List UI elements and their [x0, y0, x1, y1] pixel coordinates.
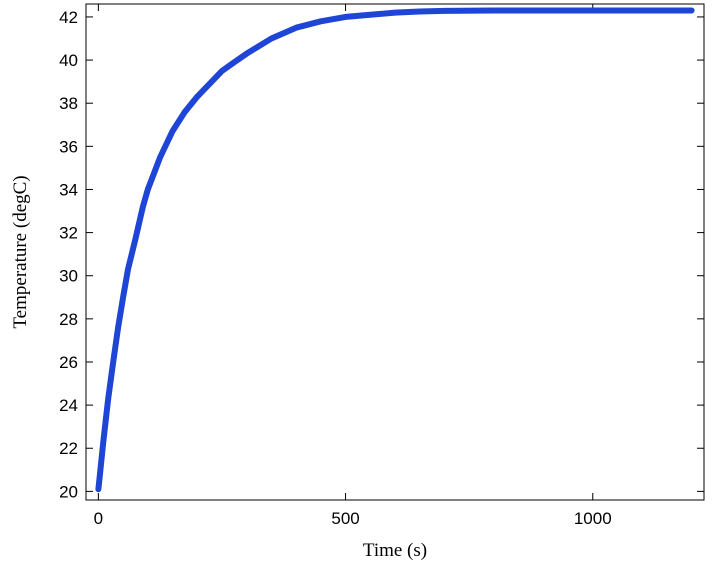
- y-tick-label: 22: [59, 439, 78, 458]
- tick-group: 0 500 1000 20 22 24 26 28 30 32 34 36 38 40 42: [59, 4, 704, 528]
- y-tick-label: 38: [59, 94, 78, 113]
- y-axis-label: Temperature (degC): [10, 175, 31, 328]
- series-line: [95, 7, 695, 493]
- y-tick-label: 42: [59, 8, 78, 27]
- x-tick-label: 500: [331, 509, 359, 528]
- y-tick-label: 26: [59, 353, 78, 372]
- y-tick-label: 36: [59, 137, 78, 156]
- y-tick-label: 28: [59, 310, 78, 329]
- x-axis-label: Time (s): [363, 540, 427, 561]
- y-tick-label: 24: [59, 396, 78, 415]
- y-tick-label: 34: [59, 180, 78, 199]
- x-tick-label: 1000: [574, 509, 612, 528]
- y-tick-label: 32: [59, 224, 78, 243]
- x-tick-label: 0: [94, 509, 103, 528]
- y-tick-label: 40: [59, 51, 78, 70]
- y-tick-label: 30: [59, 267, 78, 286]
- y-tick-label: 20: [59, 482, 78, 501]
- plot-area-frame: [85, 3, 705, 501]
